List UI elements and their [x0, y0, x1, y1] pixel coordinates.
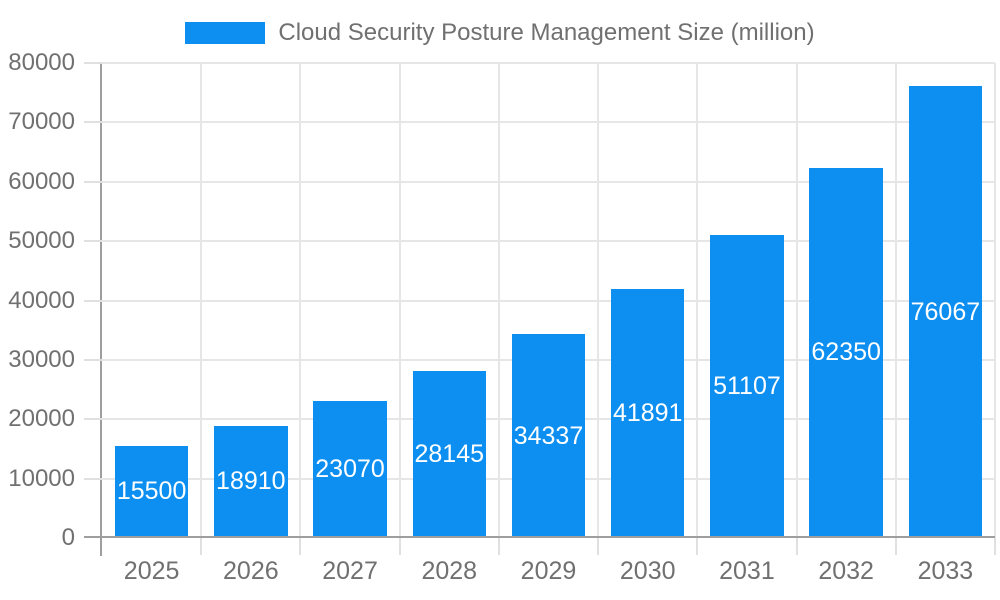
y-axis-tick-label: 10000: [8, 464, 75, 492]
y-tick: [84, 358, 102, 361]
bar-value-label: 28145: [414, 439, 485, 468]
v-gridline: [795, 63, 798, 538]
bar: 15500: [114, 445, 189, 538]
x-tick: [696, 538, 699, 555]
bar-value-label: 41891: [612, 399, 683, 428]
x-axis-tick-label: 2029: [520, 557, 577, 585]
x-tick: [497, 538, 500, 555]
legend-swatch: [185, 22, 266, 44]
chart-legend[interactable]: Cloud Security Posture Management Size (…: [0, 19, 1000, 47]
x-tick: [299, 538, 302, 555]
x-axis-tick-label: 2030: [619, 557, 676, 585]
y-tick: [84, 62, 102, 64]
y-tick: [84, 477, 102, 480]
x-axis-tick-label: 2033: [917, 557, 974, 585]
y-axis-tick-label: 80000: [8, 49, 75, 76]
v-gridline: [894, 63, 897, 538]
bar: 28145: [412, 370, 486, 538]
legend-label: Cloud Security Posture Management Size (…: [278, 19, 815, 46]
x-tick: [200, 538, 203, 555]
x-tick: [398, 538, 401, 555]
h-gridline: [102, 121, 995, 124]
x-tick: [597, 538, 600, 555]
bar: 23070: [313, 401, 387, 538]
x-tick: [994, 538, 996, 555]
y-axis-tick-label: 50000: [8, 227, 75, 255]
x-axis-line: [84, 536, 995, 538]
y-tick: [84, 418, 102, 421]
y-axis-tick-label: 40000: [8, 286, 75, 314]
y-axis-tick-label: 0: [61, 524, 75, 551]
y-tick: [84, 299, 102, 302]
y-axis-tick-label: 20000: [8, 405, 75, 433]
bar: 18910: [214, 425, 288, 538]
v-gridline: [200, 63, 203, 538]
v-gridline: [497, 63, 500, 538]
v-gridline: [696, 63, 699, 538]
h-gridline: [102, 299, 995, 302]
y-tick: [84, 121, 102, 124]
x-axis-tick-label: 2032: [818, 557, 874, 585]
bar-value-label: 15500: [116, 477, 187, 506]
x-axis-tick-label: 2031: [719, 557, 775, 585]
y-tick: [84, 240, 102, 243]
y-axis-tick-label: 60000: [8, 167, 75, 195]
v-gridline: [994, 63, 996, 538]
y-tick: [84, 180, 102, 183]
y-axis-line: [100, 63, 102, 556]
bar-value-label: 76067: [910, 297, 981, 326]
y-axis-tick-label: 30000: [8, 345, 75, 373]
x-axis-tick-label: 2025: [123, 557, 180, 585]
x-axis-tick-label: 2028: [421, 557, 478, 585]
y-axis-tick-label: 70000: [8, 108, 75, 136]
x-tick: [795, 538, 798, 555]
h-gridline: [102, 180, 995, 183]
h-gridline: [102, 62, 995, 64]
h-gridline: [102, 240, 995, 243]
x-tick: [894, 538, 897, 555]
bar-value-label: 34337: [513, 421, 584, 450]
bar: 76067: [908, 86, 983, 538]
x-axis-tick-label: 2027: [322, 557, 378, 585]
bar: 62350: [809, 167, 883, 538]
bar-value-label: 51107: [713, 371, 781, 400]
bar: 41891: [611, 289, 685, 538]
bar-value-label: 23070: [315, 455, 385, 484]
bar: 51107: [710, 234, 784, 538]
bar-value-label: 62350: [811, 338, 881, 367]
bar-value-label: 18910: [216, 467, 286, 496]
v-gridline: [597, 63, 600, 538]
plot-area: 15500 18910 23070 28145 34337 41891 51107 62350…: [102, 62, 996, 538]
bar: 34337: [511, 334, 586, 538]
x-axis-tick-label: 2026: [223, 557, 279, 585]
v-gridline: [299, 63, 302, 538]
v-gridline: [398, 63, 401, 538]
